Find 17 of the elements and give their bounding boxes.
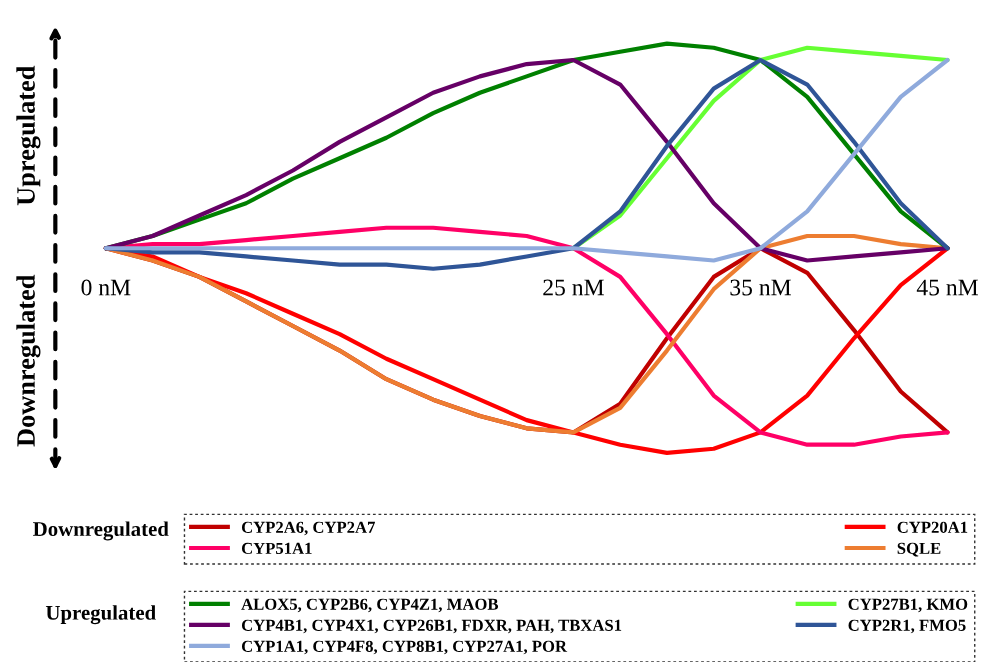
- legend-label: ALOX5, CYP2B6, CYP4Z1, MAOB: [241, 598, 499, 613]
- legend-label: CYP4B1, CYP4X1, CYP26B1, FDXR, PAH, TBXAS1: [241, 619, 622, 634]
- legend-label: CYP51A1: [241, 542, 312, 554]
- text: Upregulated: [45, 605, 156, 625]
- text: Upregulated: [16, 65, 41, 206]
- legend-label: CYP2R1, FMO5: [848, 619, 966, 634]
- x-tick-label: 25 nM: [543, 279, 604, 296]
- legend-label: CYP27B1, KMO: [848, 598, 968, 613]
- x-tick-label: 0 nM: [81, 279, 131, 296]
- text: Downregulated: [16, 274, 41, 447]
- x-tick-label: 45 nM: [916, 279, 978, 296]
- text: Downregulated: [33, 521, 169, 541]
- legend-label: SQLE: [897, 542, 941, 557]
- legend-label: CYP20A1: [897, 521, 968, 533]
- x-tick-label: 35 nM: [730, 279, 791, 296]
- legend-label: CYP1A1, CYP4F8, CYP8B1, CYP27A1, POR: [241, 640, 568, 655]
- legend-label: CYP2A6, CYP2A7: [241, 521, 375, 536]
